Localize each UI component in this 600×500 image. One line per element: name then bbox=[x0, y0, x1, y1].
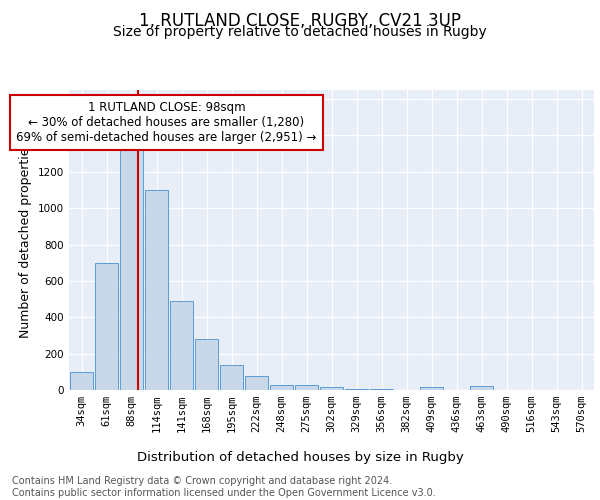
Bar bbox=[220, 365, 243, 390]
Bar bbox=[470, 386, 493, 390]
Text: Distribution of detached houses by size in Rugby: Distribution of detached houses by size … bbox=[137, 451, 463, 464]
Bar bbox=[95, 262, 118, 390]
Bar bbox=[320, 388, 343, 390]
Text: 1 RUTLAND CLOSE: 98sqm
← 30% of detached houses are smaller (1,280)
69% of semi-: 1 RUTLAND CLOSE: 98sqm ← 30% of detached… bbox=[16, 101, 317, 144]
Y-axis label: Number of detached properties: Number of detached properties bbox=[19, 142, 32, 338]
Bar bbox=[120, 144, 143, 390]
Bar bbox=[345, 389, 368, 390]
Bar bbox=[420, 388, 443, 390]
Bar bbox=[70, 372, 93, 390]
Bar bbox=[245, 376, 268, 390]
Bar bbox=[195, 339, 218, 390]
Text: 1, RUTLAND CLOSE, RUGBY, CV21 3UP: 1, RUTLAND CLOSE, RUGBY, CV21 3UP bbox=[139, 12, 461, 30]
Bar bbox=[295, 384, 318, 390]
Text: Contains HM Land Registry data © Crown copyright and database right 2024.
Contai: Contains HM Land Registry data © Crown c… bbox=[12, 476, 436, 498]
Bar bbox=[170, 301, 193, 390]
Text: Size of property relative to detached houses in Rugby: Size of property relative to detached ho… bbox=[113, 25, 487, 39]
Bar bbox=[270, 385, 293, 390]
Bar bbox=[145, 190, 168, 390]
